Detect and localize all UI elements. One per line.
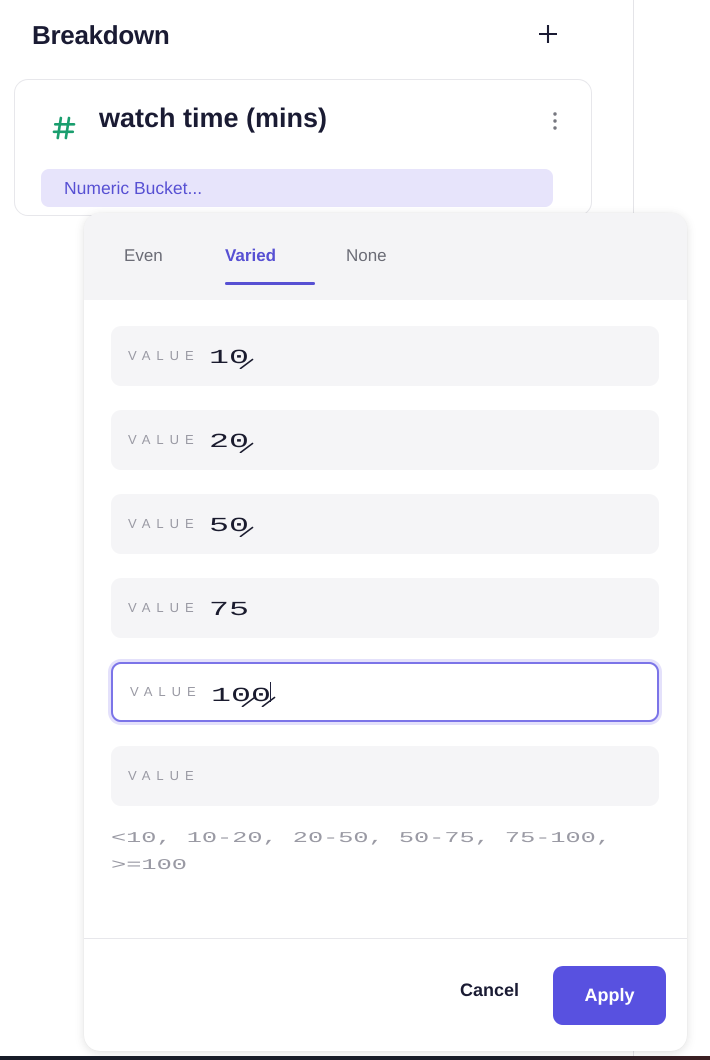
svg-text:100: 100 [211, 685, 271, 707]
svg-text:75: 75 [209, 599, 249, 621]
svg-text:>=100: >=100 [111, 857, 187, 874]
svg-text:<10, 10-20, 20-50, 50-75, 75-1: <10, 10-20, 20-50, 50-75, 75-100, [111, 830, 611, 847]
